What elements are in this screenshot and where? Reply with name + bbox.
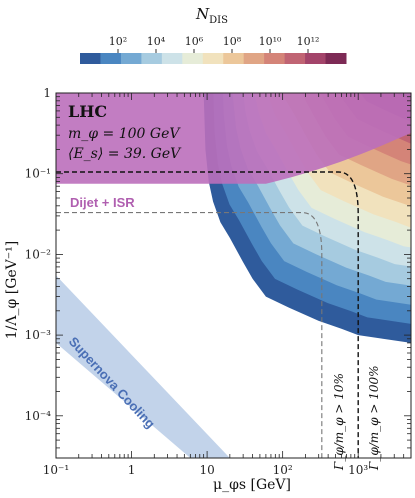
x-tick-label: 1 — [128, 463, 136, 477]
y-tick-label: 1 — [43, 86, 51, 100]
colorbar-swatch — [325, 53, 347, 64]
y-tick-label: 10⁻¹ — [25, 167, 51, 181]
energy-label: ⟨E_s⟩ = 39. GeV — [68, 146, 182, 162]
colorbar-swatch — [284, 53, 306, 64]
y-tick-label: 10⁻² — [25, 247, 52, 261]
dijet-isr-region — [56, 184, 205, 193]
x-tick-label: 10² — [273, 463, 293, 477]
width-line-10 — [56, 212, 323, 458]
colorbar-tick-label: 10¹² — [297, 35, 320, 48]
width-100-label: Γ_φ/m_φ > 100% — [367, 365, 381, 471]
y-axis-ticks: 10⁻⁴ 10⁻³ 10⁻² 10⁻¹ 1 — [25, 86, 411, 459]
lhc-label: LHC — [68, 102, 107, 121]
x-tick-label: 10 — [199, 463, 214, 477]
colorbar-swatch — [243, 53, 265, 64]
colorbar-swatch — [120, 53, 142, 64]
x-axis-title: μ_φs [GeV] — [213, 477, 291, 493]
colorbar-swatch — [202, 53, 224, 64]
colorbar-tick-label: 10¹⁰ — [259, 35, 282, 48]
colorbar-tick-label: 10⁴ — [147, 35, 166, 48]
plot-area — [56, 93, 411, 458]
lhc-excluded-region — [56, 93, 411, 184]
colorbar-swatch — [264, 53, 286, 64]
plot-frame — [55, 92, 412, 459]
colorbar-swatch — [305, 53, 327, 64]
colorbar-swatch — [100, 53, 122, 64]
colorbar-swatch — [80, 53, 101, 64]
width-line-100 — [56, 171, 359, 458]
colorbar-swatch — [182, 53, 204, 64]
supernova-cooling-band — [56, 275, 230, 458]
colorbar — [80, 53, 347, 64]
y-axis-title: 1/Λ_φ [GeV⁻¹] — [4, 241, 20, 340]
dijet-isr-label: Dijet + ISR — [70, 195, 135, 210]
colorbar-tick-label: 10⁶ — [185, 35, 204, 48]
y-tick-label: 10⁻³ — [25, 328, 52, 342]
colorbar-ticks: 10² 10⁴ 10⁶ 10⁸ 10¹⁰ 10¹² — [109, 35, 320, 53]
colorbar-tick-label: 10⁸ — [223, 35, 242, 48]
width-10-label: Γ_φ/m_φ > 10% — [332, 373, 346, 471]
m-phi-label: m_φ = 100 GeV — [68, 126, 181, 142]
colorbar-swatch — [223, 53, 245, 64]
colorbar-tick-label: 10² — [109, 35, 127, 48]
colorbar-swatch — [161, 53, 183, 64]
y-tick-label: 10⁻⁴ — [25, 409, 52, 423]
colorbar-title: NDIS — [195, 5, 228, 26]
x-tick-label: 10³ — [348, 463, 368, 477]
x-axis-ticks: 10⁻¹ 1 10 10² 10³ — [43, 93, 412, 477]
colorbar-swatch — [141, 53, 163, 64]
x-tick-label: 10⁻¹ — [43, 463, 69, 477]
